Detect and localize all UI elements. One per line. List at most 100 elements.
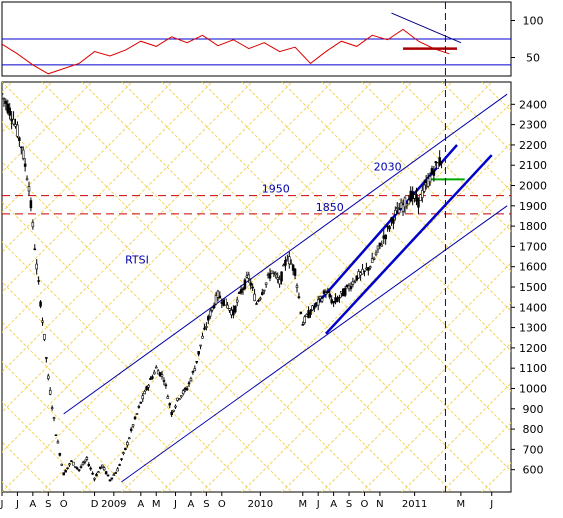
candle-body (79, 466, 83, 468)
price-y-tick-label: 600 (523, 464, 544, 477)
candle-body (392, 219, 395, 224)
x-tick-label: J (173, 499, 177, 510)
candle-body (216, 290, 220, 298)
candle-body (8, 107, 11, 116)
candle-body (299, 311, 303, 314)
candle-body (293, 268, 297, 276)
candle-body (127, 437, 131, 440)
candle-body (18, 137, 21, 141)
candle-body (239, 289, 243, 294)
grid-line (321, 302, 511, 492)
candle-body (320, 298, 324, 302)
candle-body (112, 474, 116, 476)
candle-body (35, 263, 38, 270)
candle-body (189, 378, 193, 382)
x-tick-label: 2011 (402, 499, 427, 510)
grid-line (121, 82, 511, 472)
grid-line (361, 342, 511, 492)
candle-body (322, 290, 326, 294)
candle-body (39, 301, 42, 307)
candle-body (228, 308, 231, 311)
x-tick-label: J (0, 499, 3, 510)
candle-body (268, 273, 272, 279)
x-tick-label: 2009 (101, 499, 126, 510)
grid-line (281, 262, 511, 492)
grid-line (41, 82, 453, 492)
price-y-tick-label: 1800 (519, 220, 547, 233)
price-y-tick-label: 1100 (519, 362, 547, 375)
candle-body (21, 149, 25, 159)
candle-body (62, 472, 65, 476)
osc-trendline (391, 12, 462, 44)
candle-body (37, 280, 40, 282)
candle-body (164, 384, 168, 387)
candle-body (147, 385, 150, 388)
candle-body (384, 234, 387, 240)
candle-body (309, 311, 312, 315)
candle-body (436, 162, 439, 169)
price-y-tick-label: 2300 (519, 119, 547, 132)
candle-body (2, 97, 6, 100)
x-tick-label: J (15, 499, 19, 510)
x-tick-label: S (346, 499, 352, 510)
candle-body (43, 333, 46, 340)
grid-line (81, 82, 493, 492)
candle-body (224, 298, 227, 306)
candle-body (370, 258, 374, 263)
candle-body (89, 467, 92, 470)
price-y-tick-label: 800 (523, 423, 544, 436)
candle-body (158, 372, 162, 377)
candle-body (99, 466, 102, 469)
candle-body (172, 409, 175, 412)
candle-body (336, 297, 339, 302)
candle-body (426, 178, 430, 187)
candle-body (97, 471, 100, 474)
candle-body (247, 274, 251, 279)
candle-body (201, 335, 204, 339)
price-y-tick-label: 1500 (519, 281, 547, 294)
candle-body (2, 92, 4, 95)
candle-body (257, 300, 260, 302)
candle-body (218, 295, 222, 299)
candle-body (338, 296, 341, 299)
candle-body (288, 256, 291, 265)
x-tick-label: S (45, 499, 51, 510)
candle-body (440, 161, 443, 164)
candle-body (110, 477, 114, 480)
grid-line (201, 82, 511, 392)
grid-line (241, 222, 511, 492)
grid-line (161, 82, 511, 432)
candle-body (166, 396, 170, 399)
candle-body (251, 286, 254, 289)
candle-body (289, 263, 293, 265)
candle-body (368, 266, 372, 269)
candle-body (41, 320, 44, 323)
x-tick-label: J (316, 499, 320, 510)
candle-body (145, 386, 148, 391)
price-y-tick-label: 1000 (519, 382, 547, 395)
candle-body (60, 463, 64, 466)
candle-body (432, 170, 436, 176)
candle-body (253, 293, 256, 301)
candle-body (207, 316, 210, 321)
candle-body (421, 190, 424, 198)
candle-body (261, 292, 264, 295)
candle-body (349, 286, 353, 289)
grid-line (401, 382, 511, 492)
candle-body (137, 406, 141, 408)
grid-line (201, 182, 511, 492)
candle-body (16, 124, 19, 137)
candle-body (197, 351, 200, 355)
candle-body (77, 469, 81, 471)
x-tick-label: A (330, 499, 337, 510)
grid-line (2, 82, 413, 492)
candle-body (72, 461, 75, 466)
candle-body (395, 207, 399, 209)
price-y-tick-label: 1900 (519, 200, 547, 213)
x-tick-label: O (60, 499, 68, 510)
candle-body (4, 100, 8, 104)
candle-body (255, 303, 258, 305)
candle-body (153, 371, 156, 375)
candle-body (124, 447, 127, 451)
